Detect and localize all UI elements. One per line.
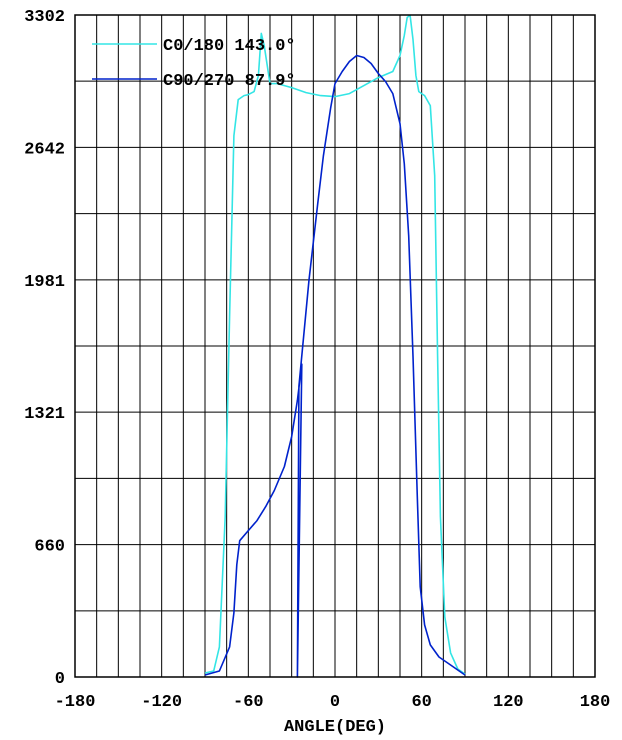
tick-labels: 0 660 1321 1981 2642 3302 -180 -120 -60 0 60 120 180	[24, 8, 610, 712]
x-tick-label: 60	[411, 693, 431, 712]
y-tick-label: 1321	[24, 405, 65, 424]
axes	[74, 14, 596, 678]
x-tick-label: 180	[580, 693, 611, 712]
y-tick-label: 0	[55, 670, 65, 689]
legend-label-c90-270: C90/270 87.9°	[163, 72, 296, 91]
x-tick-label: -60	[233, 693, 264, 712]
legend: C0/180 143.0° C90/270 87.9°	[92, 37, 296, 91]
series-layer	[204, 14, 466, 678]
y-tick-label: 1981	[24, 273, 65, 292]
y-tick-label: 2642	[24, 140, 65, 159]
x-tick-label: -180	[55, 693, 96, 712]
x-tick-label: 120	[493, 693, 524, 712]
y-tick-label: 660	[34, 538, 65, 557]
series-line-c90-270	[204, 54, 466, 678]
legend-label-c0-180: C0/180 143.0°	[163, 37, 296, 56]
x-axis-label: ANGLE(DEG)	[284, 718, 386, 737]
x-tick-label: 0	[330, 693, 340, 712]
plot-frame	[74, 14, 596, 678]
series-line-c0-180	[204, 14, 466, 675]
x-tick-label: -120	[141, 693, 182, 712]
y-tick-label: 3302	[24, 8, 65, 27]
